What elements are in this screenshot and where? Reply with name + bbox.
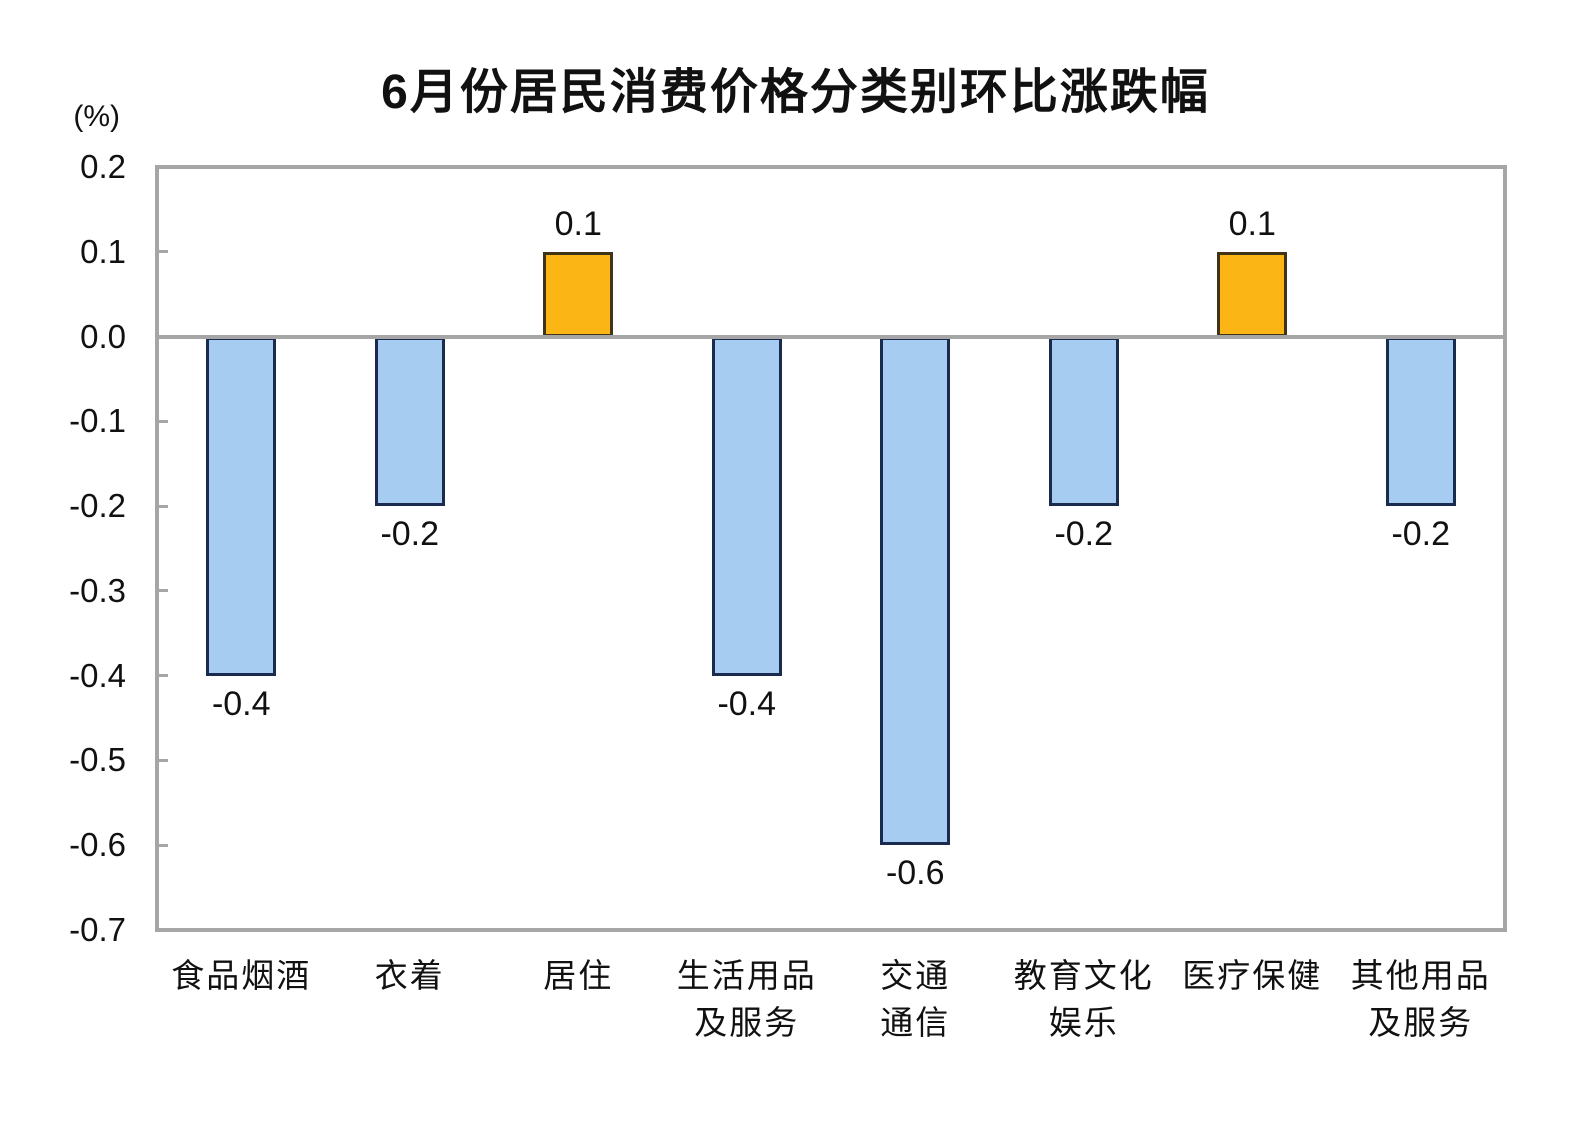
bar-healthcare — [1217, 251, 1288, 337]
x-label-healthcare: 医疗保健 — [1142, 952, 1362, 999]
bar-other-goods-services — [1385, 336, 1456, 507]
y-axis-unit-label: (%) — [73, 100, 120, 133]
chart-title: 6月份居民消费价格分类别环比涨跌幅 — [381, 66, 1210, 119]
bar-education-culture-entertainment — [1048, 336, 1119, 507]
x-label-line: 生活用品 — [676, 957, 817, 994]
x-label-line: 通信 — [880, 1004, 951, 1041]
y-tick--0.7: -0.7 — [69, 911, 126, 948]
y-tick-0.1: 0.1 — [80, 232, 126, 270]
value-label-transport-communication: -0.6 — [885, 854, 945, 893]
x-label-line: 及服务 — [1368, 1004, 1474, 1041]
y-tick--0.4: -0.4 — [69, 656, 126, 694]
bar-household-goods-services — [711, 336, 782, 676]
y-axis-tick-mark — [157, 674, 168, 678]
value-label-education-culture-entertainment: -0.2 — [1054, 515, 1114, 554]
value-label-clothing: -0.2 — [380, 515, 440, 554]
y-tick--0.3: -0.3 — [69, 571, 126, 609]
plot-area-border — [155, 165, 1507, 932]
y-tick--0.2: -0.2 — [69, 487, 126, 525]
y-axis-tick-mark — [157, 758, 168, 762]
x-label-line: 衣着 — [374, 957, 445, 994]
zero-baseline — [157, 334, 1505, 339]
bar-transport-communication — [880, 336, 951, 846]
x-label-housing: 居住 — [468, 952, 688, 999]
value-label-food-tobacco-alcohol: -0.4 — [211, 684, 271, 723]
x-label-household-goods-services: 生活用品 及服务 — [637, 952, 857, 1046]
x-label-other-goods-services: 其他用品 及服务 — [1311, 952, 1531, 1046]
x-label-line: 居住 — [543, 957, 614, 994]
value-label-household-goods-services: -0.4 — [717, 684, 777, 723]
bar-clothing — [374, 336, 445, 507]
x-label-line: 其他用品 — [1350, 957, 1491, 994]
y-tick--0.5: -0.5 — [69, 741, 126, 779]
x-label-line: 医疗保健 — [1182, 957, 1323, 994]
x-label-line: 交通 — [880, 957, 951, 994]
y-axis-tick-mark — [157, 419, 168, 423]
y-tick--0.6: -0.6 — [69, 826, 126, 864]
x-label-transport-communication: 交通 通信 — [805, 952, 1025, 1046]
y-axis-tick-mark — [157, 504, 168, 508]
y-tick-0.0: 0.0 — [80, 317, 126, 355]
x-label-line: 教育文化 — [1013, 957, 1154, 994]
x-label-clothing: 衣着 — [300, 952, 520, 999]
value-label-healthcare: 0.1 — [1228, 204, 1276, 243]
y-tick--0.1: -0.1 — [69, 402, 126, 440]
value-label-housing: 0.1 — [554, 204, 602, 243]
x-label-line: 及服务 — [694, 1004, 800, 1041]
bar-food-tobacco-alcohol — [206, 336, 277, 676]
value-label-other-goods-services: -0.2 — [1391, 515, 1451, 554]
y-axis-tick-mark — [157, 250, 168, 254]
y-tick-0.2: 0.2 — [80, 148, 126, 185]
x-label-food-tobacco-alcohol: 食品烟酒 — [131, 952, 351, 999]
y-axis-tick-mark — [157, 589, 168, 593]
x-label-line: 食品烟酒 — [171, 957, 312, 994]
x-label-line: 娱乐 — [1048, 1004, 1119, 1041]
y-axis-tick-mark — [157, 843, 168, 847]
x-label-education-culture-entertainment: 教育文化 娱乐 — [974, 952, 1194, 1046]
bar-housing — [543, 251, 614, 337]
